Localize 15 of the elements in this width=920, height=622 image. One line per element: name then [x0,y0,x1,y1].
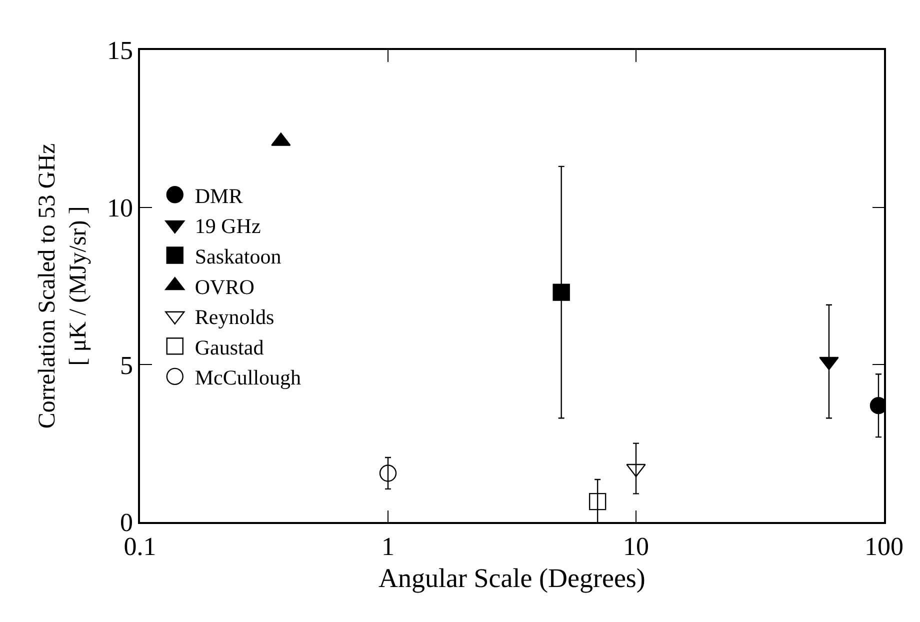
legend-label: Reynolds [194,305,274,330]
legend-label: Gaustad [194,335,264,360]
x-tick-label: 10 [623,532,649,561]
legend-label: OVRO [194,274,254,299]
x-tick-label: 1 [382,532,394,561]
y-tick-label: 10 [107,193,134,222]
x-tick-label: 100 [864,532,904,561]
legend-label: McCullough [194,366,302,390]
legend-label: DMR [194,184,243,208]
y-tick-label: 5 [120,350,134,380]
y-axis-title: Correlation Scaled to 53 GHz [ μK / (MJy/sr) ] [34,143,92,429]
x-axis-title: Angular Scale (Degrees) [378,562,646,593]
legend-label: Saskatoon [194,244,282,268]
legend-label: 19 GHz [194,214,261,238]
y-tick-label: 15 [107,36,134,66]
